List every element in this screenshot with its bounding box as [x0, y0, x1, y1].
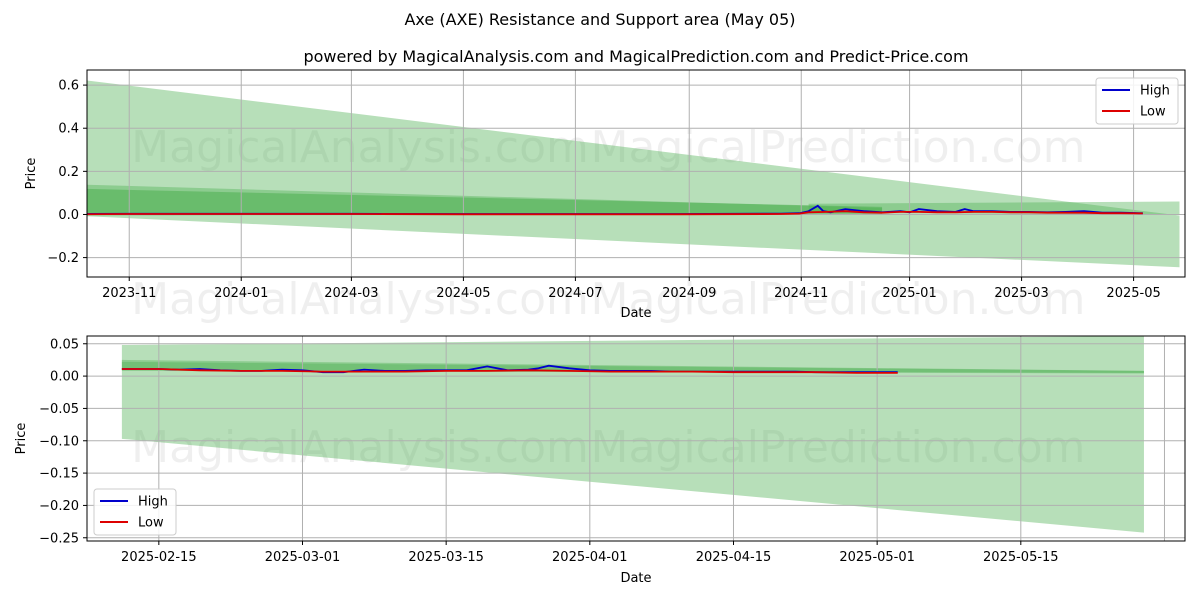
- legend-label-high: High: [1140, 84, 1170, 99]
- x-axis-label: Date: [620, 571, 651, 586]
- x-tick-label: 2025-02-15: [121, 550, 197, 565]
- series: [121, 364, 898, 374]
- support-band: [121, 336, 1144, 533]
- y-axis-label: Price: [24, 158, 39, 190]
- x-tick-label: 2025-05-01: [839, 550, 915, 565]
- watermark-text: MagicalAnalysis.com: [131, 274, 589, 325]
- y-tick-label: 0.4: [58, 122, 79, 137]
- series: [87, 204, 1143, 216]
- legend-label-low: Low: [1140, 105, 1166, 120]
- x-tick-label: 2025-05-15: [983, 550, 1059, 565]
- x-tick-label: 2024-05: [436, 286, 490, 301]
- x-tick-label: 2025-03: [994, 286, 1048, 301]
- x-axis-label: Date: [620, 306, 651, 321]
- y-tick-label: −0.2: [47, 251, 79, 266]
- x-tick-label: 2025-04-01: [552, 550, 628, 565]
- legend: High Low: [93, 488, 177, 536]
- series-line-low: [87, 210, 1143, 216]
- y-tick-label: −0.10: [39, 434, 79, 449]
- y-tick-label: 0.00: [50, 370, 79, 385]
- series-line-low: [121, 368, 898, 374]
- y-tick-label: 0.2: [58, 165, 79, 180]
- x-tick-label: 2024-01: [214, 286, 268, 301]
- plot-frame: [86, 69, 1186, 278]
- plots: MagicalAnalysis.com MagicalPrediction.com…: [14, 69, 1186, 586]
- x-tick-label: 2025-04-15: [696, 550, 772, 565]
- legend-label-low: Low: [138, 516, 164, 531]
- x-tick-label: 2025-03-15: [408, 550, 484, 565]
- legend-label-high: High: [138, 495, 168, 510]
- x-tick-label: 2023-11: [102, 286, 156, 301]
- legend: High Low: [1095, 77, 1179, 125]
- watermark-text: MagicalAnalysis.com: [131, 422, 589, 473]
- y-tick-label: 0.0: [58, 208, 79, 223]
- bands: [121, 336, 1144, 533]
- watermark-text: MagicalPrediction.com: [591, 274, 1086, 325]
- x-tick-label: 2025-01: [882, 286, 936, 301]
- y-tick-label: 0.05: [50, 337, 79, 352]
- x-tick-label: 2024-03: [324, 286, 378, 301]
- y-tick-label: −0.20: [39, 499, 79, 514]
- plot-frame: [86, 335, 1186, 542]
- support-band: [87, 80, 1180, 268]
- y-axis-label: Price: [14, 423, 29, 455]
- y-tick-label: −0.05: [39, 402, 79, 417]
- y-tick-label: −0.15: [39, 467, 79, 482]
- y-tick-label: 0.6: [58, 79, 79, 94]
- x-tick-label: 2025-05: [1106, 286, 1160, 301]
- watermark-text: MagicalPrediction.com: [591, 422, 1086, 473]
- y-tick-label: −0.25: [39, 531, 79, 546]
- subtitle: powered by MagicalAnalysis.com and Magic…: [303, 47, 968, 66]
- chart-bottom: MagicalAnalysis.com MagicalPrediction.com…: [14, 335, 1186, 586]
- watermark-text: MagicalAnalysis.com: [131, 122, 589, 173]
- suptitle: Axe (AXE) Resistance and Support area (M…: [404, 10, 795, 29]
- chart-top: MagicalAnalysis.com MagicalPrediction.com…: [24, 69, 1186, 325]
- watermark-text: MagicalPrediction.com: [591, 122, 1086, 173]
- x-tick-label: 2024-09: [662, 286, 716, 301]
- x-tick-label: 2024-07: [548, 286, 602, 301]
- support-band: [87, 188, 883, 215]
- x-tick-label: 2025-03-01: [265, 550, 341, 565]
- x-tick-label: 2024-11: [774, 286, 828, 301]
